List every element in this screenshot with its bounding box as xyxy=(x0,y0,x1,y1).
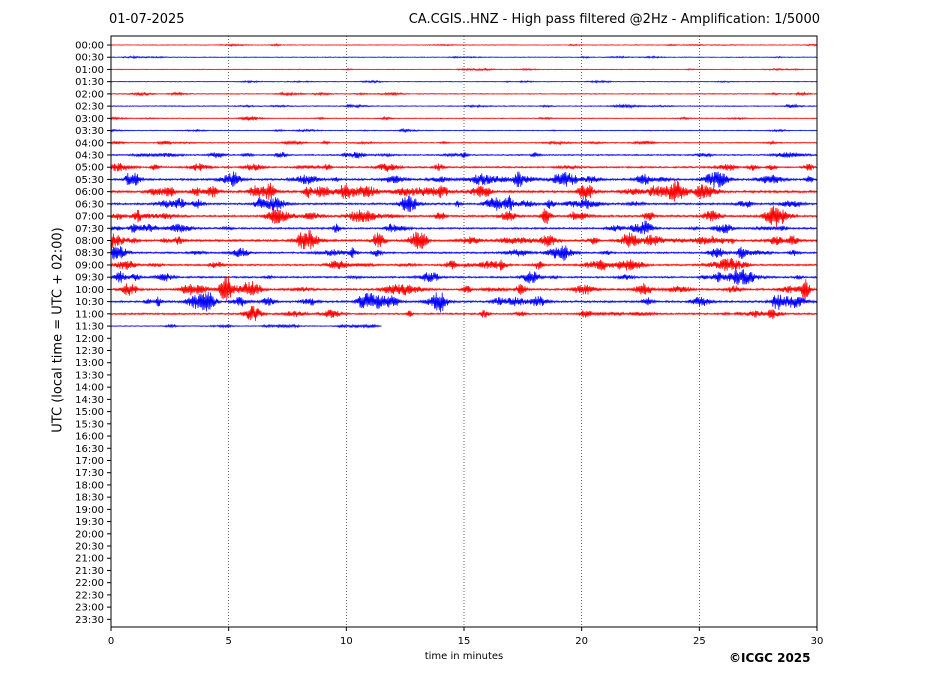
x-tick-label: 20 xyxy=(575,636,588,647)
trace-row-0300 xyxy=(110,115,817,121)
y-tick-label: 16:30 xyxy=(75,444,104,455)
y-tick-label: 02:00 xyxy=(75,89,104,100)
y-tick-label: 04:30 xyxy=(75,150,104,161)
y-tick-label: 06:30 xyxy=(75,199,104,210)
trace-row-1030 xyxy=(110,291,817,313)
trace-row-0800 xyxy=(110,229,817,250)
trace-row-0400 xyxy=(110,139,817,146)
y-tick-label: 06:00 xyxy=(75,187,104,198)
y-tick-label: 12:00 xyxy=(75,334,104,345)
y-tick-label: 11:30 xyxy=(75,322,104,333)
trace-row-0430 xyxy=(110,151,817,159)
trace-row-0100 xyxy=(110,67,817,72)
y-tick-label: 19:30 xyxy=(75,517,104,528)
y-tick-label: 21:00 xyxy=(75,554,104,565)
y-tick-label: 05:30 xyxy=(75,175,104,186)
y-tick-label: 01:30 xyxy=(75,77,104,88)
trace-row-0330 xyxy=(110,127,817,134)
x-tick-label: 15 xyxy=(458,636,471,647)
y-tick-label: 22:00 xyxy=(75,578,104,589)
x-tick-label: 0 xyxy=(108,636,114,647)
y-tick-label: 20:00 xyxy=(75,529,104,540)
x-tick-label: 10 xyxy=(340,636,353,647)
y-tick-label: 19:00 xyxy=(75,505,104,516)
y-tick-label: 16:00 xyxy=(75,432,104,443)
trace-row-0600 xyxy=(110,179,817,202)
trace-layer xyxy=(110,42,817,329)
trace-row-0700 xyxy=(110,205,817,228)
trace-row-0130 xyxy=(110,79,817,84)
trace-row-0530 xyxy=(110,171,817,188)
y-tick-label: 01:00 xyxy=(75,65,104,76)
y-tick-label: 15:00 xyxy=(75,407,104,418)
y-tick-label: 20:30 xyxy=(75,542,104,553)
y-tick-label: 08:30 xyxy=(75,248,104,259)
y-tick-label: 09:00 xyxy=(75,260,104,271)
y-tick-label: 02:30 xyxy=(75,102,104,113)
trace-row-0500 xyxy=(110,162,817,172)
y-tick-label: 03:00 xyxy=(75,114,104,125)
trace-row-0200 xyxy=(110,91,817,97)
y-tick-label: 18:00 xyxy=(75,480,104,491)
date-label: 01-07-2025 xyxy=(109,12,185,27)
y-tick-label: 12:30 xyxy=(75,346,104,357)
plot-frame xyxy=(110,35,818,628)
x-tick-label: 5 xyxy=(225,636,231,647)
y-tick-label: 10:30 xyxy=(75,297,104,308)
y-tick-label: 14:00 xyxy=(75,383,104,394)
y-tick-label: 08:00 xyxy=(75,236,104,247)
y-tick-label: 00:30 xyxy=(75,53,104,64)
copyright-label: ©ICGC 2025 xyxy=(729,651,811,665)
y-tick-label: 13:30 xyxy=(75,370,104,381)
trace-row-0030 xyxy=(110,55,817,60)
trace-row-0730 xyxy=(110,220,817,235)
trace-row-0900 xyxy=(110,257,817,272)
y-tick-label: 17:00 xyxy=(75,456,104,467)
trace-row-0000 xyxy=(110,42,817,48)
y-tick-label: 22:30 xyxy=(75,590,104,601)
trace-row-1000 xyxy=(110,276,817,301)
x-tick-label: 30 xyxy=(811,636,824,647)
y-tick-label: 03:30 xyxy=(75,126,104,137)
x-tick-label: 25 xyxy=(693,636,706,647)
y-tick-label: 14:30 xyxy=(75,395,104,406)
y-tick-label: 07:30 xyxy=(75,224,104,235)
y-tick-label: 13:00 xyxy=(75,358,104,369)
y-tick-label: 23:30 xyxy=(75,615,104,626)
y-tick-label: 07:00 xyxy=(75,212,104,223)
y-tick-label: 15:30 xyxy=(75,419,104,430)
y-tick-label: 17:30 xyxy=(75,468,104,479)
y-tick-label: 11:00 xyxy=(75,309,104,320)
trace-row-0630 xyxy=(110,195,817,213)
trace-row-1100 xyxy=(110,305,817,321)
y-tick-label: 10:00 xyxy=(75,285,104,296)
y-tick-label: 09:30 xyxy=(75,273,104,284)
y-tick-label: 05:00 xyxy=(75,163,104,174)
chart-title: CA.CGIS..HNZ - High pass filtered @2Hz -… xyxy=(408,12,820,27)
trace-row-0230 xyxy=(110,103,817,109)
trace-row-0830 xyxy=(110,245,817,262)
y-tick-label: 23:00 xyxy=(75,603,104,614)
grid-lines xyxy=(228,36,700,627)
y-tick-label: 21:30 xyxy=(75,566,104,577)
trace-row-1130 xyxy=(110,323,382,329)
x-axis-label: time in minutes xyxy=(424,651,504,662)
y-tick-label: 18:30 xyxy=(75,493,104,504)
y-tick-label: 00:00 xyxy=(75,41,104,52)
trace-row-0930 xyxy=(110,269,817,286)
y-tick-label: 04:00 xyxy=(75,138,104,149)
